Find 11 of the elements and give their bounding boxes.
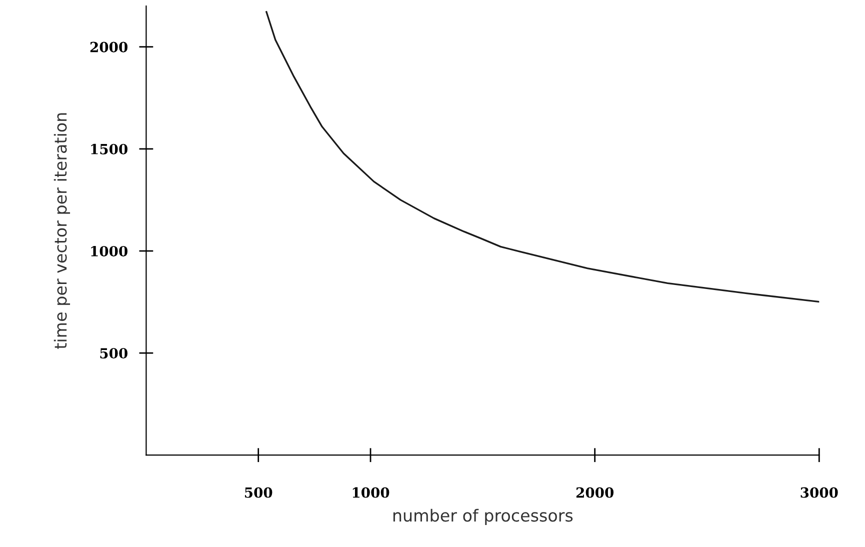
line-series [266, 11, 820, 303]
x-tick-label: 500 [244, 487, 272, 498]
x-tick-label: 1000 [352, 487, 390, 498]
y-axis-title: time per vector per iteration [54, 113, 70, 349]
y-tick-label: 1500 [91, 144, 128, 154]
y-tick-label: 1000 [91, 246, 128, 256]
x-tick-label: 3000 [800, 487, 838, 498]
y-tick-label: 2000 [90, 42, 128, 52]
y-tick-label: 500 [100, 348, 128, 359]
x-tick-label: 2000 [576, 487, 614, 498]
x-axis-title: number of processors [393, 508, 573, 525]
